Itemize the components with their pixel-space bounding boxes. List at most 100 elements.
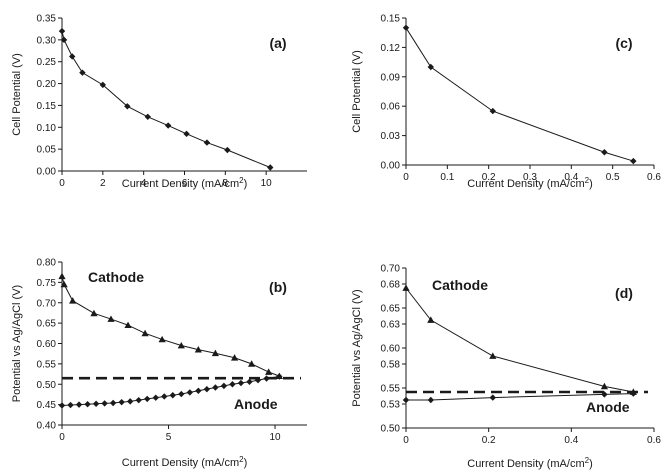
y-axis-label: Cell Potential (V) bbox=[11, 53, 23, 136]
data-point-diamond bbox=[229, 381, 235, 387]
data-point-diamond bbox=[246, 379, 252, 385]
y-tick-label: 0.00 bbox=[381, 161, 401, 172]
x-tick-label: 0.1 bbox=[440, 172, 454, 183]
y-tick-label: 0.25 bbox=[37, 57, 57, 68]
x-tick-label: 2 bbox=[100, 178, 106, 189]
data-point-diamond bbox=[204, 386, 210, 392]
y-axis-label: Potential vs Ag/AgCl (V) bbox=[11, 285, 23, 402]
y-tick-label: 0.03 bbox=[381, 131, 401, 142]
y-tick-label: 0.55 bbox=[37, 359, 57, 370]
y-tick-label: 0.35 bbox=[37, 14, 57, 25]
y-tick-label: 0.58 bbox=[381, 360, 401, 371]
x-tick-label: 0.4 bbox=[564, 435, 578, 446]
data-point-diamond bbox=[110, 400, 116, 406]
series-line-data bbox=[406, 28, 633, 161]
data-point-diamond bbox=[101, 400, 107, 406]
x-tick-label: 0.5 bbox=[606, 172, 620, 183]
x-tick-label: 10 bbox=[269, 432, 281, 443]
x-tick-label: 10 bbox=[261, 178, 273, 189]
y-tick-label: 0.09 bbox=[381, 72, 401, 83]
anode-label: Anode bbox=[586, 399, 630, 415]
y-tick-label: 0.20 bbox=[37, 79, 57, 90]
x-axis-label: Current Density (mA/cm2) bbox=[122, 176, 247, 190]
y-tick-label: 0.50 bbox=[381, 424, 401, 435]
chart-panel-b: 0.40 0.45 0.50 0.55 0.60 0.65 0.70 0.75 0.80 0 5 10… bbox=[11, 258, 307, 470]
series-line-cathode bbox=[406, 288, 633, 392]
data-point-triangle bbox=[124, 322, 131, 328]
x-tick-label: 0 bbox=[403, 172, 409, 183]
data-point-triangle bbox=[141, 330, 148, 336]
data-point-diamond bbox=[490, 108, 496, 114]
panel-label: (b) bbox=[269, 279, 287, 295]
data-point-diamond bbox=[221, 383, 227, 389]
data-point-diamond bbox=[79, 69, 85, 75]
data-point-diamond bbox=[145, 114, 151, 120]
series-line-cathode bbox=[62, 276, 279, 376]
y-axis-label: Cell Potential (V) bbox=[351, 50, 363, 133]
y-tick-label: 0.80 bbox=[37, 258, 57, 269]
x-tick-label: 0 bbox=[59, 432, 65, 443]
y-tick-label: 0.12 bbox=[381, 43, 401, 54]
data-point-diamond bbox=[178, 391, 184, 397]
data-point-diamond bbox=[144, 396, 150, 402]
data-point-diamond bbox=[212, 384, 218, 390]
data-point-triangle bbox=[69, 297, 76, 303]
y-tick-label: 0.05 bbox=[37, 145, 57, 156]
y-tick-label: 0.70 bbox=[37, 298, 57, 309]
cathode-label: Cathode bbox=[432, 277, 488, 293]
y-tick-label: 0.40 bbox=[37, 421, 57, 432]
x-axis-label: Current Density (mA/cm2) bbox=[122, 455, 247, 469]
data-point-triangle bbox=[489, 352, 496, 358]
data-point-diamond bbox=[93, 401, 99, 407]
y-tick-label: 0.53 bbox=[381, 400, 401, 411]
x-tick-label: 0 bbox=[59, 178, 65, 189]
chart-panel-a: 0.000.050.100.150.200.250.300.350 2 4 6 8 10C… bbox=[11, 14, 307, 191]
panel-label: (c) bbox=[615, 35, 632, 51]
x-tick-label: 0.6 bbox=[647, 435, 661, 446]
cathode-label: Cathode bbox=[88, 269, 144, 285]
y-tick-label: 0.65 bbox=[381, 304, 401, 315]
data-point-diamond bbox=[630, 158, 636, 164]
data-point-triangle bbox=[265, 368, 272, 374]
panel-label: (d) bbox=[615, 285, 633, 301]
x-tick-label: 0.2 bbox=[482, 435, 496, 446]
data-point-diamond bbox=[153, 394, 159, 400]
data-point-diamond bbox=[170, 392, 176, 398]
data-point-diamond bbox=[127, 398, 133, 404]
data-point-diamond bbox=[183, 131, 189, 137]
data-point-diamond bbox=[428, 397, 434, 403]
data-point-diamond bbox=[165, 122, 171, 128]
anode-label: Anode bbox=[234, 396, 278, 412]
data-point-triangle bbox=[402, 284, 409, 290]
data-point-diamond bbox=[403, 25, 409, 31]
y-tick-label: 0.10 bbox=[37, 123, 57, 134]
data-point-diamond bbox=[238, 380, 244, 386]
data-point-diamond bbox=[490, 394, 496, 400]
y-tick-label: 0.06 bbox=[381, 102, 401, 113]
y-tick-label: 0.15 bbox=[37, 101, 57, 112]
y-tick-label: 0.65 bbox=[37, 319, 57, 330]
data-point-triangle bbox=[159, 336, 166, 342]
data-point-diamond bbox=[267, 164, 273, 170]
data-point-diamond bbox=[67, 402, 73, 408]
data-point-diamond bbox=[118, 399, 124, 405]
y-tick-label: 0.15 bbox=[381, 14, 401, 25]
y-axis-label: Potential vs Ag/AgCl (V) bbox=[351, 289, 363, 406]
data-point-diamond bbox=[135, 397, 141, 403]
data-point-diamond bbox=[601, 149, 607, 155]
y-tick-label: 0.70 bbox=[381, 264, 401, 275]
data-point-diamond bbox=[263, 375, 269, 381]
y-tick-label: 0.75 bbox=[37, 278, 57, 289]
x-axis-label: Current Density (mA/cm2) bbox=[467, 176, 592, 190]
series-line-data bbox=[62, 31, 270, 167]
x-tick-label: 5 bbox=[166, 432, 172, 443]
data-point-triangle bbox=[58, 273, 65, 279]
data-point-diamond bbox=[428, 64, 434, 70]
data-point-diamond bbox=[161, 393, 167, 399]
y-tick-label: 0.55 bbox=[381, 384, 401, 395]
data-point-diamond bbox=[76, 401, 82, 407]
chart-panel-d: 0.50 0.53 0.55 0.58 0.60 0.63 0.65 0.68 0.70 0 0.2… bbox=[351, 264, 661, 471]
data-point-diamond bbox=[84, 401, 90, 407]
x-tick-label: 0.6 bbox=[647, 172, 661, 183]
